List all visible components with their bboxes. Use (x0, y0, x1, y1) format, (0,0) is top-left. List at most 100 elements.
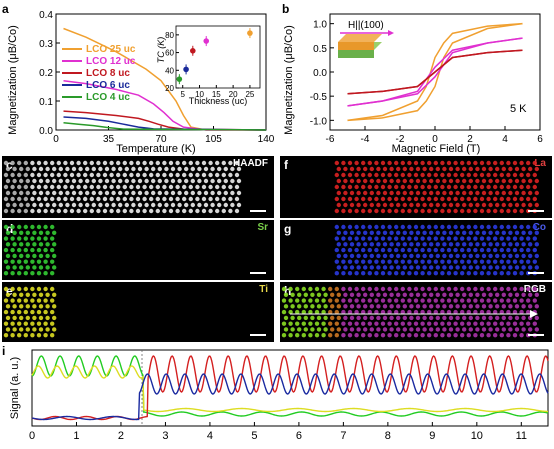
a-xtick-label: 35 (103, 134, 115, 145)
i-signal-line (31, 373, 549, 421)
scale-bar-d (250, 272, 266, 274)
panel-b-label: b (282, 2, 290, 16)
i-xtick-label: 8 (385, 430, 391, 442)
panel-i-frame (31, 349, 549, 427)
a-ytick-label: 0.1 (39, 97, 53, 108)
panel-g-label: g (284, 222, 292, 236)
co-map-image: g Co (280, 220, 552, 280)
i-signal-line (31, 355, 549, 417)
panel-a-label: a (2, 2, 9, 16)
i-xtick-label: 11 (516, 430, 527, 442)
a-series-line (63, 122, 267, 131)
ti-tag: Ti (259, 284, 268, 295)
b-hysteresis-down (347, 37, 523, 107)
inset-xlabel: Thickness (uc) (189, 96, 248, 106)
i-xtick-label: 0 (29, 430, 35, 442)
haadf-image: c HAADF (2, 156, 274, 218)
inset-point (176, 76, 183, 82)
i-xtick-label: 3 (162, 430, 168, 442)
panel-a-ylabel: Magnetization (μB/Co) (7, 25, 19, 135)
inset-point (247, 30, 253, 36)
i-xtick-label: 2 (118, 430, 124, 442)
panel-b-ylabel: Magnetization (μB/Co) (283, 25, 295, 135)
inset-point (203, 38, 210, 44)
sr-map-image: d Sr (2, 220, 274, 280)
sr-tag: Sr (257, 222, 268, 233)
a-series-line (63, 116, 267, 131)
inset-ylabel: TC (K) (156, 37, 166, 64)
scale-bar-f (528, 210, 544, 212)
inset-ytick-label: 20 (165, 84, 174, 93)
i-xtick-label: 5 (251, 430, 257, 442)
i-xtick-label: 6 (296, 430, 302, 442)
panel-a-xlabel: Temperature (K) (116, 143, 195, 155)
i-xtick-label: 4 (207, 430, 213, 442)
scale-bar-g (528, 272, 544, 274)
inset-point (183, 66, 189, 73)
scale-bar-h (528, 334, 544, 336)
la-tag: La (534, 158, 546, 169)
b-xtick-label: 4 (502, 134, 508, 145)
a-xtick-label: 105 (205, 134, 222, 145)
b-ytick-label: 0.5 (313, 44, 327, 55)
b-hysteresis-down (347, 22, 523, 122)
a-legend-label: LCO 12 uc (86, 56, 136, 67)
panel-a-chart: Magnetization (μB/Co) 0.0 0.1 0.2 0.3 0.4 0 3… (7, 10, 275, 155)
inset-ytick-label: 80 (165, 31, 174, 40)
b-ytick-label: 0.0 (313, 68, 327, 79)
b-ytick-label: -1.0 (310, 116, 328, 127)
sample-slab-illustration (338, 30, 394, 58)
inset-frame (175, 25, 261, 89)
inset-xtick-label: 5 (180, 90, 185, 99)
panel-b-frame (329, 13, 541, 131)
panel-i-chart: Signal (a. u.) 0 1 2 3 4 5 6 7 8 9 10 11 (9, 349, 549, 442)
b-ytick-label: 1.0 (313, 20, 327, 31)
inset-xtick-label: 15 (212, 90, 221, 99)
temperature-label: 5 K (510, 103, 527, 115)
panel-c-label: c (6, 158, 13, 172)
inset-ytick-label: 60 (165, 49, 174, 58)
b-xtick-label: -2 (396, 134, 405, 145)
i-xtick-label: 9 (429, 430, 435, 442)
inset-xtick-label: 10 (195, 90, 204, 99)
a-xtick-label: 70 (155, 134, 167, 145)
panel-h-label: h (284, 284, 292, 298)
b-xtick-label: -6 (326, 134, 335, 145)
scale-bar-e (250, 334, 266, 336)
i-xtick-label: 7 (340, 430, 346, 442)
a-ytick-label: 0.0 (39, 126, 53, 137)
i-xtick-label: 10 (471, 430, 483, 442)
panel-i-ylabel: Signal (a. u.) (9, 357, 21, 419)
panel-e-label: e (6, 284, 13, 298)
a-ytick-label: 0.2 (39, 68, 53, 79)
a-legend-label: LCO 4 uc (86, 92, 130, 103)
panel-f-label: f (284, 158, 288, 172)
panel-b-xlabel: Magnetic Field (T) (392, 143, 481, 155)
i-xtick-label: 1 (73, 430, 79, 442)
b-hysteresis-down (347, 49, 523, 95)
b-xtick-label: 2 (467, 134, 473, 145)
a-xtick-label: 140 (258, 134, 275, 145)
a-legend-label: LCO 6 uc (86, 80, 130, 91)
i-signal-line (31, 365, 549, 413)
la-map-image: f La (280, 156, 552, 218)
co-tag: Co (532, 222, 546, 233)
b-ytick-label: -0.5 (310, 92, 328, 103)
a-legend-label: LCO 8 uc (86, 68, 130, 79)
inset-xtick-label: 25 (245, 90, 254, 99)
inset-xtick-label: 20 (229, 90, 238, 99)
a-xtick-label: 0 (53, 134, 59, 145)
inset-point (190, 48, 196, 54)
inset-ytick-label: 40 (165, 66, 174, 75)
scale-bar-c (250, 210, 266, 212)
rgb-map-image: h RGB (280, 282, 552, 342)
b-hysteresis-up (347, 22, 523, 122)
panel-i-label: i (2, 344, 6, 358)
a-ytick-label: 0.4 (39, 10, 53, 21)
a-legend-label: LCO 25 uc (86, 44, 136, 55)
b-xtick-label: -4 (361, 134, 370, 145)
a-ytick-label: 0.3 (39, 39, 53, 50)
panel-d-label: d (6, 222, 14, 236)
b-xtick-label: 0 (432, 134, 438, 145)
ti-map-image: e Ti (2, 282, 274, 342)
